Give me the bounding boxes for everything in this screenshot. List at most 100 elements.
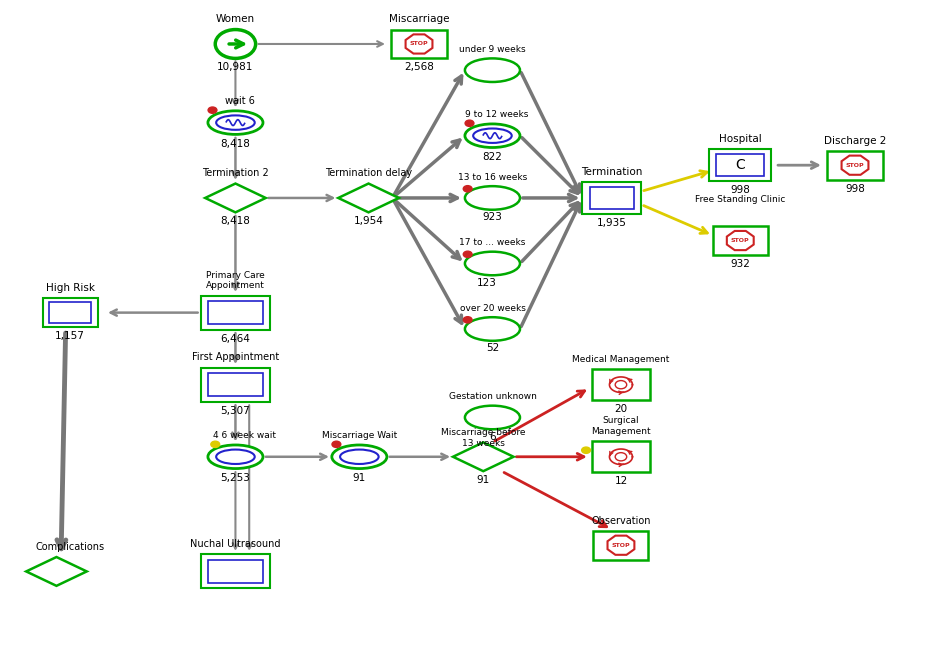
Bar xyxy=(713,226,768,255)
Circle shape xyxy=(211,441,220,447)
Text: STOP: STOP xyxy=(846,163,864,168)
Bar xyxy=(709,149,772,181)
Bar xyxy=(208,560,263,583)
Text: Miscarriage before: Miscarriage before xyxy=(441,428,526,437)
Bar xyxy=(208,373,263,397)
Circle shape xyxy=(332,441,341,447)
Bar xyxy=(201,295,270,330)
Ellipse shape xyxy=(465,406,520,429)
Bar xyxy=(592,441,651,472)
Text: STOP: STOP xyxy=(409,41,428,47)
Ellipse shape xyxy=(465,317,520,341)
Text: 5,253: 5,253 xyxy=(221,473,251,483)
Text: Complications: Complications xyxy=(36,542,105,552)
Text: 17 to ... weeks: 17 to ... weeks xyxy=(459,238,526,247)
Text: C: C xyxy=(735,158,746,172)
Circle shape xyxy=(208,107,217,113)
Text: 923: 923 xyxy=(483,213,502,222)
Circle shape xyxy=(463,251,472,257)
Text: Primary Care
Appointment: Primary Care Appointment xyxy=(206,271,265,290)
Text: 13 weeks: 13 weeks xyxy=(462,439,504,447)
Text: Medical Management: Medical Management xyxy=(572,355,670,364)
Text: 13 to 16 weeks: 13 to 16 weeks xyxy=(458,172,527,182)
Text: First Appointment: First Appointment xyxy=(192,353,279,363)
Text: 1,157: 1,157 xyxy=(55,331,85,341)
Text: 2,568: 2,568 xyxy=(404,63,434,72)
Polygon shape xyxy=(841,155,869,175)
Text: Termination delay: Termination delay xyxy=(325,168,412,178)
Text: 10,981: 10,981 xyxy=(217,63,254,72)
Bar xyxy=(593,531,649,560)
Circle shape xyxy=(615,380,626,389)
Bar xyxy=(582,182,641,214)
Bar xyxy=(42,298,98,327)
Polygon shape xyxy=(727,231,754,250)
Text: 91: 91 xyxy=(477,475,490,485)
Ellipse shape xyxy=(208,445,263,468)
Text: High Risk: High Risk xyxy=(46,283,95,293)
Ellipse shape xyxy=(473,128,512,143)
Text: Gestation unknown: Gestation unknown xyxy=(449,392,536,401)
Bar xyxy=(827,151,883,180)
Ellipse shape xyxy=(465,59,520,82)
Polygon shape xyxy=(205,184,266,213)
Text: 1,935: 1,935 xyxy=(597,218,626,228)
Text: Miscarriage Wait: Miscarriage Wait xyxy=(322,432,397,440)
Bar xyxy=(201,555,270,588)
Text: 12: 12 xyxy=(614,476,627,486)
Text: Observation: Observation xyxy=(592,516,651,526)
Text: 932: 932 xyxy=(731,259,750,269)
Text: Women: Women xyxy=(216,14,255,24)
Text: under 9 weeks: under 9 weeks xyxy=(459,45,526,54)
Text: 8,418: 8,418 xyxy=(221,139,251,149)
Bar xyxy=(208,301,263,324)
Bar xyxy=(590,187,634,209)
Ellipse shape xyxy=(216,115,254,130)
Text: 4 6 week wait: 4 6 week wait xyxy=(213,432,276,440)
Text: 6: 6 xyxy=(489,432,496,442)
Ellipse shape xyxy=(340,449,378,464)
Text: Termination: Termination xyxy=(581,167,642,177)
Bar xyxy=(716,154,764,176)
Polygon shape xyxy=(26,557,86,586)
Circle shape xyxy=(465,120,474,126)
Polygon shape xyxy=(338,184,399,213)
Text: 6,464: 6,464 xyxy=(221,334,251,343)
Circle shape xyxy=(615,453,626,461)
Text: wait 6: wait 6 xyxy=(225,96,255,106)
Text: 20: 20 xyxy=(614,405,627,415)
Text: 1,954: 1,954 xyxy=(354,216,383,226)
Ellipse shape xyxy=(331,445,387,468)
Text: Miscarriage: Miscarriage xyxy=(389,14,449,24)
Polygon shape xyxy=(608,536,635,555)
Text: 8,418: 8,418 xyxy=(221,216,251,226)
Circle shape xyxy=(463,186,472,192)
Circle shape xyxy=(463,316,472,323)
Text: 5,307: 5,307 xyxy=(221,406,251,416)
Ellipse shape xyxy=(465,251,520,275)
Text: Free Standing Clinic: Free Standing Clinic xyxy=(695,195,785,205)
Text: 998: 998 xyxy=(845,184,865,193)
Bar xyxy=(592,369,651,401)
Text: Termination 2: Termination 2 xyxy=(202,168,269,178)
Text: Nuchal Ultrasound: Nuchal Ultrasound xyxy=(191,539,281,549)
Polygon shape xyxy=(406,34,433,53)
Text: Surgical
Management: Surgical Management xyxy=(592,417,651,436)
Text: over 20 weeks: over 20 weeks xyxy=(459,303,526,313)
Text: STOP: STOP xyxy=(731,238,749,243)
Bar xyxy=(392,30,447,59)
Text: 52: 52 xyxy=(485,343,499,353)
Text: Discharge 2: Discharge 2 xyxy=(824,136,886,145)
Ellipse shape xyxy=(465,124,520,147)
Text: 822: 822 xyxy=(483,152,502,162)
Ellipse shape xyxy=(208,111,263,134)
Circle shape xyxy=(581,447,591,453)
Text: 9 to 12 weeks: 9 to 12 weeks xyxy=(466,111,529,119)
Ellipse shape xyxy=(216,449,254,464)
Polygon shape xyxy=(453,442,514,471)
Circle shape xyxy=(215,30,255,59)
Ellipse shape xyxy=(465,186,520,210)
Bar xyxy=(49,302,91,323)
Text: STOP: STOP xyxy=(611,543,630,547)
Bar xyxy=(201,368,270,402)
